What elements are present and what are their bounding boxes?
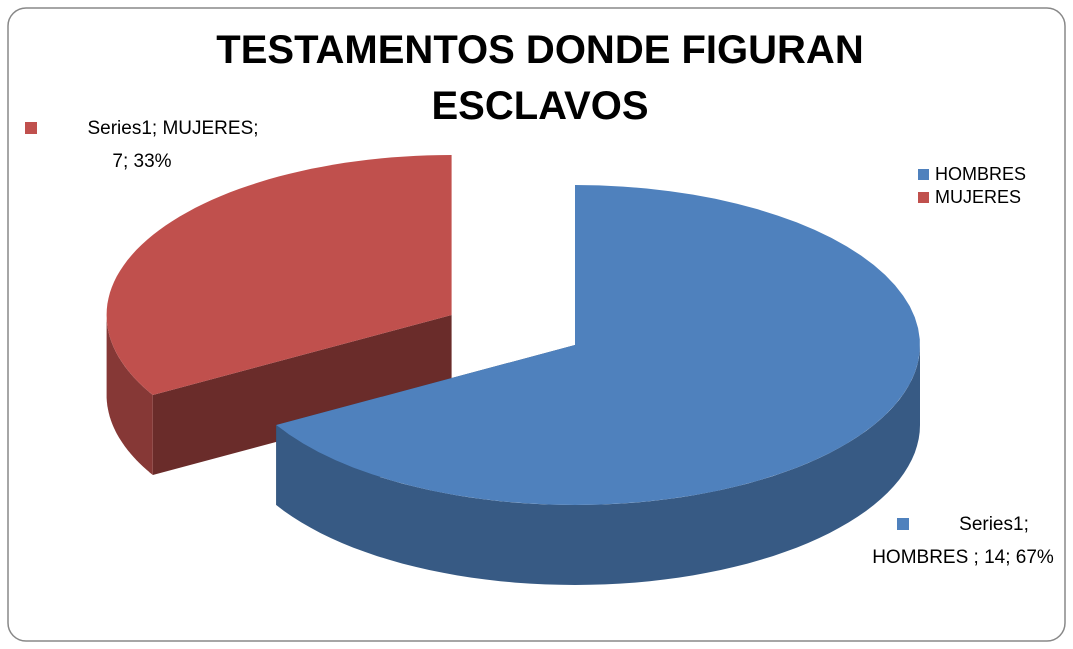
slice-top bbox=[276, 185, 920, 505]
data-label: Series1; MUJERES; 7; 33% bbox=[22, 112, 262, 178]
data-label-text: Series1; MUJERES; 7; 33% bbox=[87, 118, 259, 172]
data-label-text: Series1; HOMBRES ; 14; 67% bbox=[872, 514, 1054, 568]
label-swatch bbox=[897, 518, 910, 530]
pie-slice bbox=[276, 185, 920, 585]
legend-swatch bbox=[918, 169, 929, 180]
slice-side bbox=[152, 315, 452, 475]
legend-item: HOMBRES bbox=[918, 164, 1026, 185]
slice-wall bbox=[276, 345, 920, 585]
chart-title: TESTAMENTOS DONDE FIGURAN ESCLAVOS bbox=[216, 28, 864, 128]
data-label: Series1; HOMBRES ; 14; 67% bbox=[858, 508, 1068, 574]
legend-label: HOMBRES bbox=[935, 164, 1027, 184]
legend-swatch bbox=[918, 192, 929, 203]
label-swatch bbox=[25, 122, 38, 134]
pie-slice bbox=[106, 155, 452, 475]
pie bbox=[106, 155, 920, 585]
slice-wall bbox=[106, 315, 153, 475]
slice-top bbox=[106, 155, 452, 395]
legend-item: MUJERES bbox=[918, 187, 1021, 208]
legend-label: MUJERES bbox=[935, 187, 1022, 207]
